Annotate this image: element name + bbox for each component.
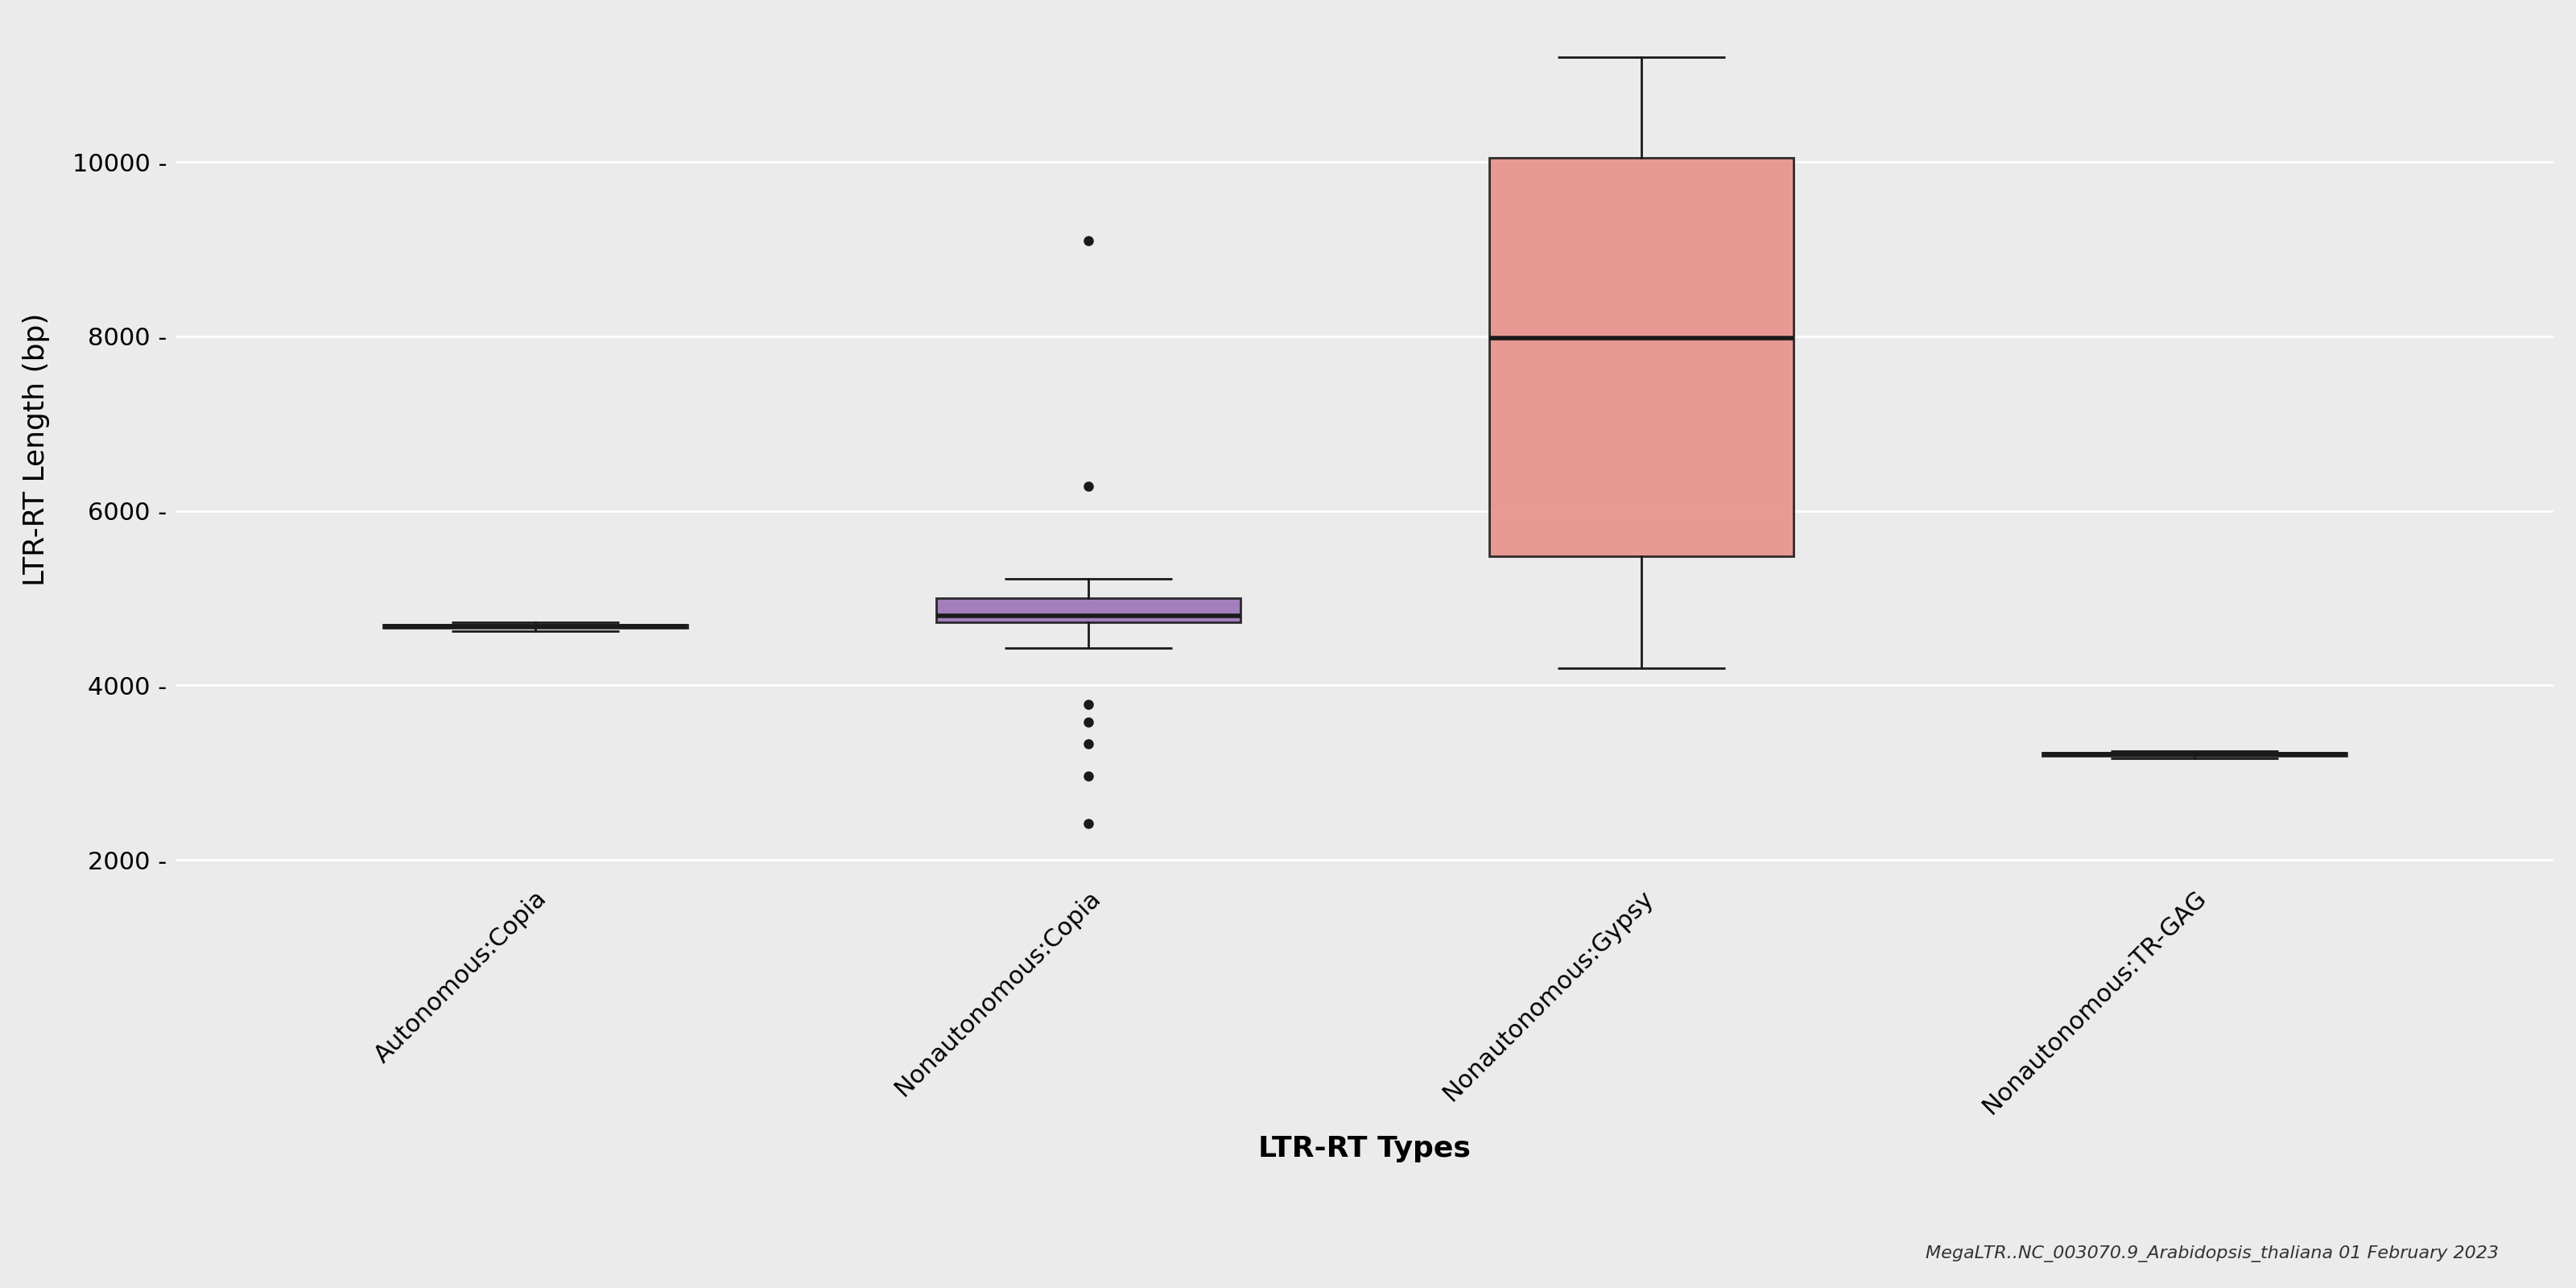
Text: MegaLTR..NC_003070.9_Arabidopsis_thaliana 01 February 2023: MegaLTR..NC_003070.9_Arabidopsis_thalian… [1927,1245,2499,1262]
X-axis label: LTR-RT Types: LTR-RT Types [1260,1135,1471,1163]
Bar [384,625,688,627]
Y-axis label: LTR-RT Length (bp): LTR-RT Length (bp) [23,313,49,586]
Bar [1489,157,1793,556]
Bar [2043,752,2347,756]
Bar [935,598,1239,622]
